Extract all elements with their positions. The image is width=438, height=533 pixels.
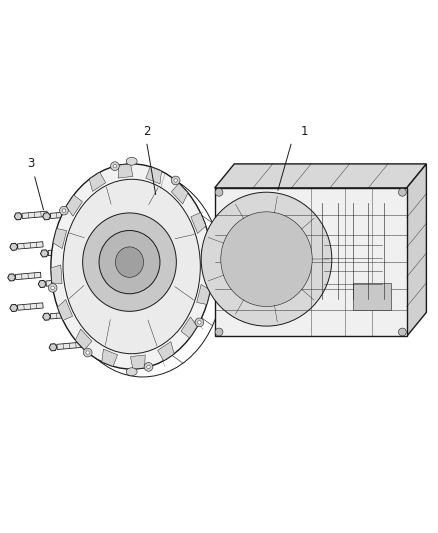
Ellipse shape	[221, 212, 312, 306]
Polygon shape	[215, 188, 407, 336]
Polygon shape	[46, 279, 71, 286]
Polygon shape	[18, 303, 43, 310]
Polygon shape	[118, 164, 133, 178]
Polygon shape	[171, 183, 188, 204]
Polygon shape	[191, 213, 206, 233]
Polygon shape	[102, 349, 117, 366]
Circle shape	[215, 328, 223, 336]
Polygon shape	[181, 317, 197, 338]
Polygon shape	[10, 243, 18, 251]
Polygon shape	[89, 172, 106, 191]
Polygon shape	[66, 195, 82, 216]
Polygon shape	[50, 211, 76, 219]
Circle shape	[83, 348, 92, 357]
Polygon shape	[8, 274, 15, 281]
Polygon shape	[22, 211, 48, 219]
Circle shape	[399, 188, 406, 196]
Ellipse shape	[126, 157, 137, 165]
Polygon shape	[197, 285, 210, 304]
Ellipse shape	[126, 368, 137, 376]
Ellipse shape	[63, 179, 200, 354]
Circle shape	[113, 164, 117, 168]
Circle shape	[86, 351, 89, 354]
Polygon shape	[38, 280, 46, 287]
Ellipse shape	[51, 164, 212, 369]
Ellipse shape	[99, 230, 160, 294]
Polygon shape	[18, 241, 43, 249]
Polygon shape	[146, 167, 162, 184]
Polygon shape	[51, 265, 62, 284]
Polygon shape	[215, 164, 426, 188]
Circle shape	[198, 321, 201, 324]
Circle shape	[209, 244, 212, 247]
Polygon shape	[131, 355, 145, 369]
Circle shape	[399, 328, 406, 336]
Ellipse shape	[116, 247, 144, 277]
Polygon shape	[158, 342, 174, 361]
Circle shape	[60, 206, 68, 215]
Polygon shape	[14, 213, 22, 220]
Polygon shape	[42, 213, 50, 220]
Circle shape	[215, 188, 223, 196]
Polygon shape	[234, 164, 426, 312]
Ellipse shape	[201, 192, 332, 326]
Ellipse shape	[211, 263, 221, 270]
Bar	[353, 283, 392, 310]
Ellipse shape	[83, 213, 177, 311]
Polygon shape	[49, 344, 57, 351]
Text: 3: 3	[27, 157, 34, 171]
Polygon shape	[57, 342, 82, 350]
Polygon shape	[10, 304, 18, 312]
Circle shape	[171, 176, 180, 185]
Circle shape	[144, 362, 153, 371]
Circle shape	[147, 365, 150, 369]
Polygon shape	[40, 250, 48, 257]
Polygon shape	[57, 300, 73, 320]
Circle shape	[206, 241, 215, 249]
Text: 2: 2	[143, 125, 151, 138]
Circle shape	[110, 162, 119, 171]
Circle shape	[48, 284, 57, 292]
Text: 1: 1	[300, 125, 308, 138]
Polygon shape	[53, 229, 67, 248]
Polygon shape	[42, 313, 50, 320]
Polygon shape	[407, 164, 426, 336]
Polygon shape	[201, 249, 212, 268]
Polygon shape	[50, 312, 76, 319]
Circle shape	[195, 318, 204, 327]
Polygon shape	[15, 272, 41, 280]
Polygon shape	[75, 329, 92, 350]
Circle shape	[174, 179, 177, 182]
Circle shape	[62, 209, 66, 212]
Circle shape	[51, 286, 54, 289]
Polygon shape	[48, 248, 74, 256]
